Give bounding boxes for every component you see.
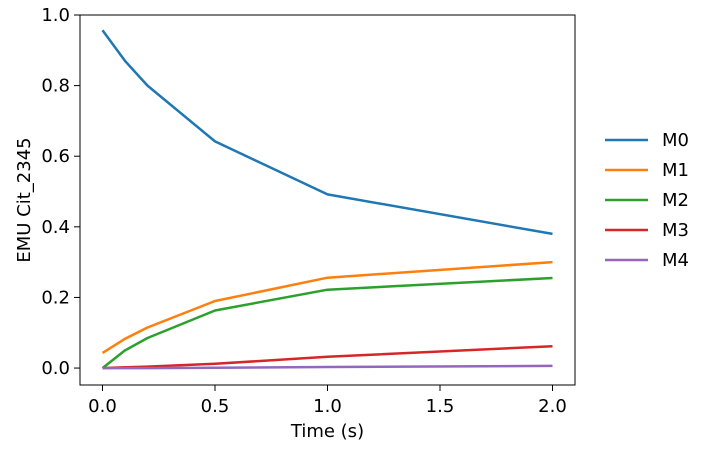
series-line-m4 [102,364,553,370]
x-tick-label: 1.0 [313,396,342,417]
y-tick-label: 0.0 [41,358,70,379]
y-tick-label: 0.2 [41,287,70,308]
plot-frame [79,14,576,386]
y-tick-label: 0.8 [41,76,70,97]
x-tick-label: 1.5 [426,396,455,417]
legend: M0 M1 M2 M3 M4 [605,130,689,271]
x-tick-label: 0.5 [201,396,230,417]
y-axis-label: EMU Cit_2345 [14,137,35,262]
plot-lines [101,29,553,370]
legend-label-m1: M1 [662,160,689,181]
legend-label-m4: M4 [662,250,689,271]
y-axis-ticks: 0.0 0.2 0.4 0.6 0.8 1.0 [41,5,80,379]
y-tick-label: 0.4 [41,217,70,238]
series-line-m3 [102,344,553,370]
x-axis-ticks: 0.0 0.5 1.0 1.5 2.0 [88,385,567,417]
x-tick-label: 0.0 [88,396,117,417]
series-line-m1 [101,260,553,354]
legend-label-m2: M2 [662,190,689,211]
series-line-m2 [101,276,553,370]
x-axis-label: Time (s) [290,421,364,442]
x-tick-label: 2.0 [538,396,567,417]
legend-label-m3: M3 [662,220,689,241]
legend-label-m0: M0 [662,130,689,151]
y-tick-label: 1.0 [41,5,70,26]
y-tick-label: 0.6 [41,146,70,167]
series-line-m0 [101,29,553,236]
